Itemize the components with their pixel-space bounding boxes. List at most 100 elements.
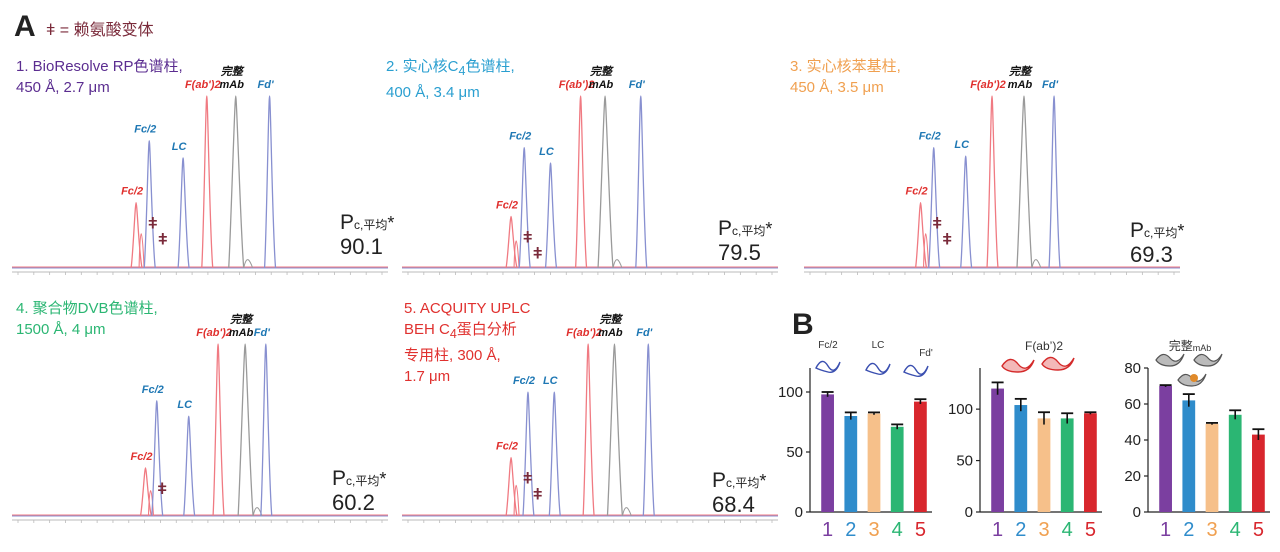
peak-label-line: F(ab')2 — [185, 79, 221, 91]
peak-trace — [544, 162, 558, 269]
pc-star: * — [379, 469, 387, 489]
column-label-2: 2. 实心核C4色谱柱, 400 Å, 3.4 μm — [386, 56, 515, 103]
peak-trace — [642, 343, 655, 517]
pc-symbol: P — [712, 469, 727, 492]
pc-star: * — [765, 219, 773, 239]
peak-trace — [582, 343, 595, 517]
peak-label: Fc/2 — [496, 199, 518, 211]
peak-label-line: mAb — [589, 79, 614, 91]
peak-trace — [635, 95, 648, 269]
y-tick-label: 0 — [965, 504, 973, 521]
peak-label-line: F(ab')2 — [970, 79, 1006, 91]
column-name: 3. 实心核苯基柱, — [790, 58, 901, 75]
column-spec: 400 Å, 3.4 μm — [386, 84, 480, 101]
peak-label-line: 完整 — [221, 65, 245, 78]
peak-label: 完整 mAb — [229, 313, 254, 339]
chromatogram-4: Fc/2 Fc/2 LC F(ab')2完整 mAb Fd' ǂ — [12, 313, 388, 523]
peak-label-line: Fd' — [636, 327, 652, 339]
peak-label: 完整 mAb — [1008, 65, 1033, 91]
peak-trace — [177, 157, 190, 269]
x-tick-label: 3 — [1038, 519, 1049, 541]
x-tick-label: 3 — [868, 519, 879, 541]
peak-label: 完整 mAb — [598, 313, 623, 339]
peak-label: Fc/2 — [134, 124, 156, 136]
peak-label-line: Fc/2 — [130, 451, 152, 463]
peak-label-line: Fc/2 — [509, 131, 531, 143]
pc-label-1: Pc,平均* 90.1 — [340, 212, 394, 258]
pc-symbol: P — [332, 467, 347, 490]
bar-chart-fc-lc-fd: 0 50 100 1 2 3 4 5 Fc/2 LC Fd' — [778, 340, 933, 541]
peak-label: Fc/2 — [142, 384, 164, 396]
structure-label-sub: mAb — [1193, 343, 1212, 353]
x-tick-label: 4 — [1230, 519, 1241, 541]
peak-label-line: F(ab')2 — [196, 327, 232, 339]
pc-label-2: Pc,平均* 79.5 — [718, 218, 772, 264]
peak-label-line: Fc/2 — [134, 124, 156, 136]
peak-label: F(ab')2 — [196, 327, 232, 339]
structure-label: 完整mAb — [1169, 338, 1212, 353]
peak-label: F(ab')2 — [559, 79, 595, 91]
peak-label: F(ab')2 — [970, 79, 1006, 91]
peak-label-line: LC — [177, 399, 193, 411]
peak-label: Fd' — [629, 79, 645, 91]
x-tick-label: 1 — [1160, 519, 1171, 541]
peak-label-line: LC — [539, 146, 555, 158]
chromatogram-2: Fc/2 Fc/2 LC F(ab')2完整 mAb Fd' ǂǂ — [402, 65, 778, 275]
peak-label: Fd' — [258, 79, 274, 91]
lysine-variant-mark: ǂ — [933, 216, 942, 233]
peak-trace — [201, 95, 214, 269]
bar — [1228, 414, 1242, 512]
pc-subscript: c,平均 — [346, 474, 380, 488]
x-tick-label: 3 — [1206, 519, 1217, 541]
lysine-variant-mark: ǂ — [148, 216, 157, 233]
peak-trace-variant — [923, 233, 930, 269]
peak-trace — [260, 343, 273, 517]
peak-label-line: Fc/2 — [496, 441, 518, 453]
protein-structure-icon — [903, 364, 929, 377]
peak-trace — [151, 400, 164, 517]
x-tick-label: 2 — [1183, 519, 1194, 541]
peak-label: LC — [543, 375, 559, 387]
peak-label-line: 完整 — [590, 65, 614, 78]
peak-label: LC — [177, 399, 193, 411]
bar — [1182, 400, 1196, 512]
lysine-variant-mark: ǂ — [158, 232, 167, 249]
structure-label: Fc/2 — [818, 340, 838, 351]
pc-value: 90.1 — [340, 234, 383, 259]
x-tick-label: 5 — [1085, 519, 1096, 541]
peak-label-line: Fc/2 — [121, 186, 143, 198]
peak-trace-variant — [513, 240, 520, 269]
peak-trace — [960, 155, 973, 269]
peak-trace — [928, 146, 941, 269]
peak-label-line: Fd' — [254, 327, 270, 339]
y-tick-label: 0 — [1133, 504, 1141, 521]
column-spec: 450 Å, 3.5 μm — [790, 79, 884, 96]
bar — [1084, 413, 1097, 512]
peak-trace — [263, 95, 277, 269]
bar — [821, 394, 834, 512]
structure-label: F(ab’)2 — [1025, 339, 1063, 353]
pc-label-5: Pc,平均* 68.4 — [712, 470, 766, 516]
peak-label-line: LC — [543, 375, 559, 387]
peak-label-line: F(ab')2 — [559, 79, 595, 91]
peak-label-line: Fd' — [629, 79, 645, 91]
lysine-variant-mark: ǂ — [523, 471, 532, 488]
column-label-1: 1. BioResolve RP色谱柱, 450 Å, 2.7 μm — [16, 56, 183, 98]
protein-structure-icon — [1001, 358, 1035, 373]
y-tick-label: 100 — [948, 401, 973, 418]
pc-symbol: P — [340, 211, 355, 234]
lysine-variant-mark: ǂ — [533, 487, 542, 504]
peak-label: Fc/2 — [906, 186, 928, 198]
panel-b-letter: B — [792, 308, 814, 341]
peak-label: Fc/2 — [509, 131, 531, 143]
peak-label-line: Fd' — [1042, 79, 1058, 91]
peak-label: Fc/2 — [130, 451, 152, 463]
pc-subscript: c,平均 — [354, 218, 388, 232]
bar — [1252, 434, 1265, 512]
bar — [1205, 423, 1219, 512]
pc-star: * — [759, 471, 767, 491]
x-tick-label: 1 — [992, 519, 1003, 541]
peak-shoulder — [1031, 259, 1042, 269]
lysine-variant-mark: ǂ — [533, 245, 542, 262]
pc-value: 68.4 — [712, 492, 755, 517]
